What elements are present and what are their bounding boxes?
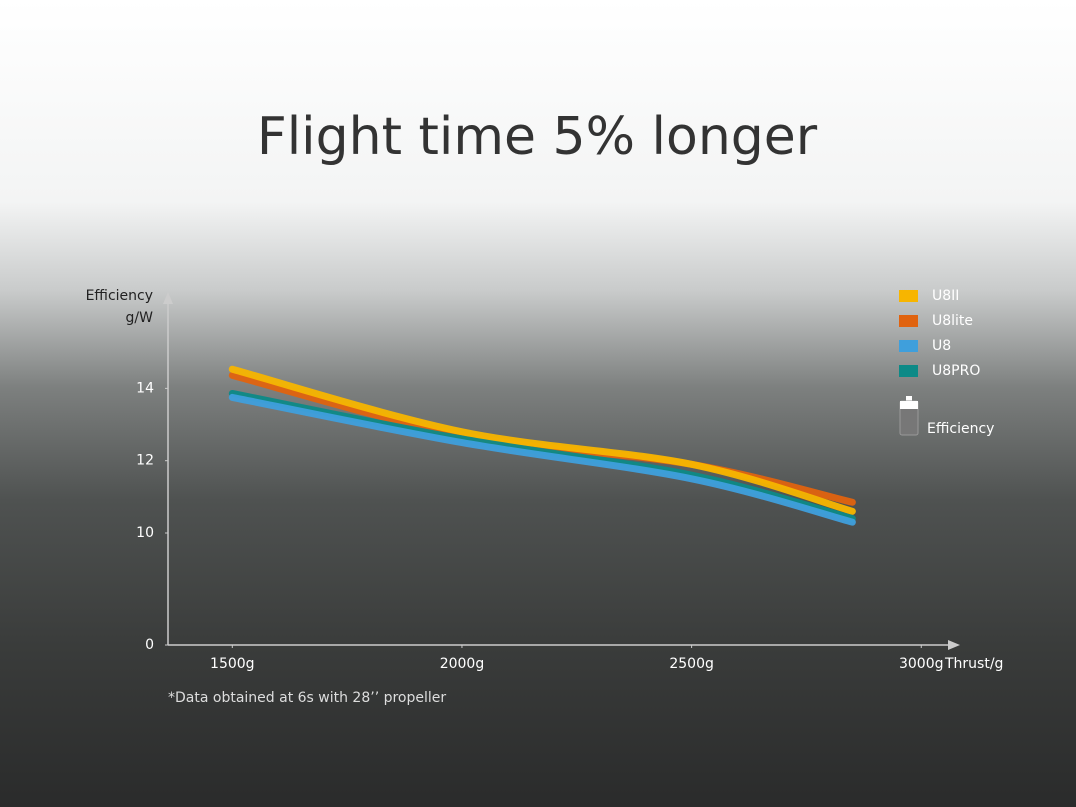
legend-swatch [899,340,918,352]
y-axis-label: g/W [126,310,154,326]
x-tick-label: 2000g [440,656,485,672]
battery-icon [899,396,919,436]
legend-swatch [899,365,918,377]
legend-label: U8lite [932,313,973,329]
footnote: *Data obtained at 6s with 28’’ propeller [168,690,446,706]
y-axis-label: Efficiency [86,288,153,304]
legend-label: U8II [932,288,959,304]
x-tick-label: 2500g [669,656,714,672]
battery-label: Efficiency [927,421,994,437]
series-line [228,389,856,523]
x-axis-label: Thrust/g [944,656,1003,672]
y-tick-label: 12 [136,453,154,469]
series-line [228,393,856,526]
legend-label: U8PRO [932,363,980,379]
y-tick-label: 14 [136,380,154,396]
series-line [228,365,856,515]
y-tick-label: 0 [145,637,154,653]
axes [163,292,960,650]
legend-swatch [899,290,918,302]
y-tick-label: 10 [136,525,154,541]
chart-title: Flight time 5% longer [257,107,818,167]
x-tick-label: 1500g [210,656,255,672]
legend-swatch [899,315,918,327]
legend-label: U8 [932,338,951,354]
x-tick-label: 3000g [899,656,944,672]
